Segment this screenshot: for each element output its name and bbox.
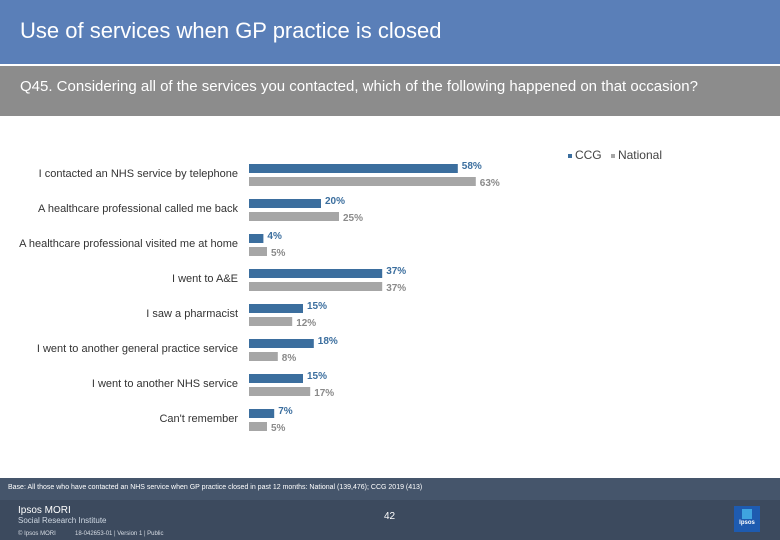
bar-national bbox=[249, 387, 311, 396]
legend-swatch-national bbox=[610, 153, 615, 158]
base-note: Base: All those who have contacted an NH… bbox=[8, 484, 423, 491]
data-label-national: 5% bbox=[271, 248, 286, 259]
category-label: I went to A&E bbox=[172, 273, 238, 285]
data-label-national: 17% bbox=[314, 388, 334, 399]
bar-ccg bbox=[249, 199, 321, 208]
legend-label-ccg: CCG bbox=[574, 148, 602, 162]
legend-swatch-ccg bbox=[567, 153, 572, 158]
category-label: A healthcare professional visited me at … bbox=[19, 238, 238, 250]
footer: Base: All those who have contacted an NH… bbox=[0, 478, 780, 540]
bar-national bbox=[249, 212, 339, 221]
chart-legend: CCG National bbox=[562, 148, 662, 162]
data-label-national: 12% bbox=[296, 318, 316, 329]
ipsos-logo: Ipsos bbox=[734, 506, 760, 532]
bar-national bbox=[249, 282, 383, 291]
bar-national bbox=[249, 177, 476, 186]
page-title: Use of services when GP practice is clos… bbox=[20, 18, 442, 43]
copyright: © Ipsos MORI bbox=[18, 531, 56, 537]
category-label: I contacted an NHS service by telephone bbox=[39, 168, 238, 180]
data-label-national: 63% bbox=[480, 178, 500, 189]
data-label-national: 5% bbox=[271, 423, 286, 434]
brand-name: Ipsos MORI bbox=[18, 505, 71, 516]
bar-ccg bbox=[249, 374, 303, 383]
data-label-ccg: 18% bbox=[318, 336, 338, 347]
bar-ccg bbox=[249, 409, 275, 418]
data-label-ccg: 7% bbox=[278, 406, 293, 417]
page-number: 42 bbox=[384, 511, 396, 522]
bar-ccg bbox=[249, 234, 264, 243]
bar-ccg bbox=[249, 164, 458, 173]
data-label-ccg: 15% bbox=[307, 371, 327, 382]
footer-bottom: Ipsos MORI Social Research Institute 42 … bbox=[0, 500, 780, 540]
brand-block: Ipsos MORI Social Research Institute bbox=[18, 506, 107, 526]
job-number: 18-042653-01 | Version 1 | Public bbox=[75, 531, 164, 537]
bar-national bbox=[249, 422, 267, 431]
data-label-national: 37% bbox=[386, 283, 406, 294]
brand-subtitle: Social Research Institute bbox=[18, 516, 107, 525]
category-label: I went to another general practice servi… bbox=[37, 343, 238, 355]
bar-national bbox=[249, 352, 278, 361]
data-label-ccg: 4% bbox=[267, 231, 282, 242]
category-label: I went to another NHS service bbox=[92, 378, 238, 390]
data-label-ccg: 58% bbox=[462, 161, 482, 172]
bar-national bbox=[249, 247, 267, 256]
data-label-ccg: 20% bbox=[325, 196, 345, 207]
legend-item-ccg: CCG bbox=[567, 148, 602, 162]
category-label: Can't remember bbox=[159, 413, 238, 425]
data-label-ccg: 15% bbox=[307, 301, 327, 312]
category-label: A healthcare professional called me back bbox=[38, 203, 238, 215]
legend-label-national: National bbox=[617, 148, 662, 162]
question-text: Q45. Considering all of the services you… bbox=[20, 78, 698, 95]
bar-chart: I contacted an NHS service by telephone 5… bbox=[19, 161, 500, 434]
data-label-national: 8% bbox=[282, 353, 297, 364]
logo-mark-icon bbox=[742, 509, 752, 519]
question-bar: Q45. Considering all of the services you… bbox=[0, 66, 780, 116]
category-label: I saw a pharmacist bbox=[146, 308, 238, 320]
bar-ccg bbox=[249, 339, 314, 348]
title-bar: Use of services when GP practice is clos… bbox=[0, 0, 780, 64]
legend-item-national: National bbox=[610, 148, 662, 162]
data-label-ccg: 37% bbox=[386, 266, 406, 277]
logo-text: Ipsos bbox=[739, 520, 755, 526]
bar-national bbox=[249, 317, 293, 326]
data-label-national: 25% bbox=[343, 213, 363, 224]
bar-ccg bbox=[249, 269, 383, 278]
bar-ccg bbox=[249, 304, 303, 313]
